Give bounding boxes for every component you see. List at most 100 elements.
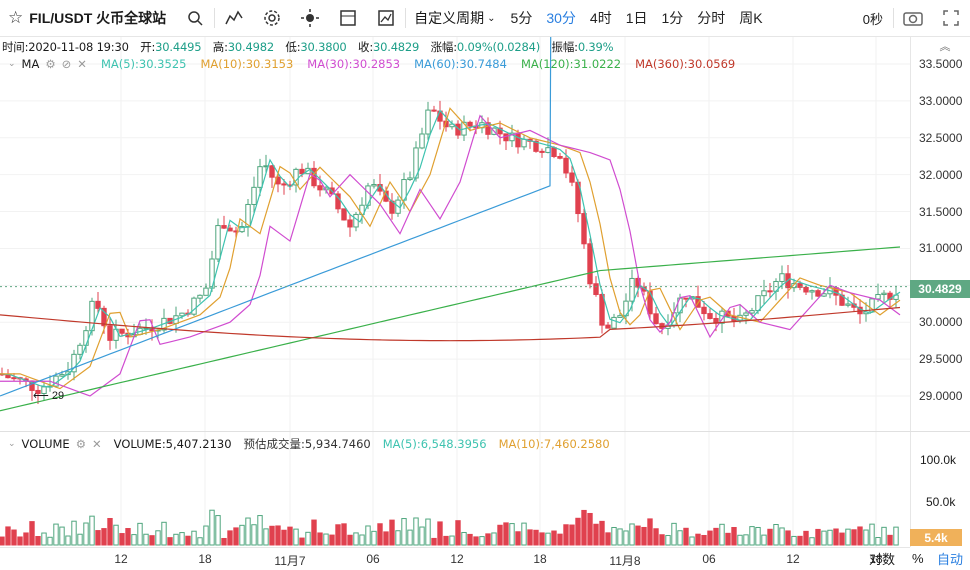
sun-icon xyxy=(301,9,320,27)
high-value: 30.4982 xyxy=(227,40,274,54)
volume-bar xyxy=(107,517,113,546)
ma-line xyxy=(0,306,901,342)
candle-body xyxy=(815,290,821,297)
close-icon[interactable]: ✕ xyxy=(77,57,87,71)
candle-body xyxy=(257,166,263,188)
volume-bar xyxy=(11,529,17,546)
time-tick: 11月7 xyxy=(274,554,306,568)
candle-body xyxy=(485,122,491,135)
volume-bar xyxy=(137,522,143,546)
candle-body xyxy=(281,183,287,186)
time-label: 时间: xyxy=(2,40,29,54)
volume-bar xyxy=(383,531,389,546)
search-button[interactable] xyxy=(176,0,214,36)
candle-body xyxy=(509,132,515,142)
ma-title: MA xyxy=(21,57,40,71)
volume-settings-icon[interactable]: ⚙ xyxy=(75,437,87,451)
volume-bar xyxy=(737,534,743,546)
candle-body xyxy=(317,185,323,191)
indicators-button[interactable] xyxy=(329,0,367,36)
collapse-icon[interactable]: ︽ xyxy=(939,41,951,53)
candle-body xyxy=(545,147,551,153)
timeframe-5[interactable]: 分时 xyxy=(697,10,726,26)
volume-title: VOLUME xyxy=(21,437,70,451)
percent-toggle[interactable]: % xyxy=(912,550,924,566)
compare-button[interactable] xyxy=(367,0,405,36)
high-label: 高: xyxy=(212,40,228,54)
collapse-legend-icon[interactable]: ⌄ xyxy=(8,59,16,69)
collapse-volume-icon[interactable]: ⌄ xyxy=(8,439,16,449)
volume-bar xyxy=(227,530,233,546)
candlestick-chart[interactable] xyxy=(0,37,910,547)
volume-bar xyxy=(365,525,371,546)
log-toggle[interactable]: 对数 xyxy=(869,551,896,567)
volume-legend: ⌄ VOLUME ⚙ ✕ VOLUME:5,407.2130 预估成交量:5,9… xyxy=(8,436,610,452)
star-icon[interactable]: ☆ xyxy=(8,8,24,27)
candle-body xyxy=(71,353,77,373)
volume-bar xyxy=(881,526,887,546)
candle-body xyxy=(269,165,275,178)
time-axis[interactable]: 12 18 11月7 06 12 18 11月8 06 12 18 xyxy=(0,547,910,570)
volume-bar xyxy=(647,518,653,546)
candle-body xyxy=(617,315,623,318)
volume-bar xyxy=(257,515,263,546)
theme-button[interactable] xyxy=(291,0,329,36)
timeframe-4[interactable]: 1分 xyxy=(661,10,684,26)
screenshot-button[interactable] xyxy=(894,0,932,36)
auto-scale-toggle[interactable]: 自动 xyxy=(937,551,964,567)
volume-bar xyxy=(29,521,35,546)
custom-period-dropdown[interactable]: 自定义周期 ⌄ xyxy=(406,0,503,36)
indicator-icon xyxy=(340,10,356,26)
volume-bar xyxy=(425,518,431,546)
volume-bar xyxy=(269,525,275,546)
price-tick: 31.5000 xyxy=(919,204,963,219)
ma-line xyxy=(0,114,901,397)
volume-bar xyxy=(71,520,77,546)
volume-ma10: MA(10):7,460.2580 xyxy=(498,437,610,451)
candle-body xyxy=(347,219,353,228)
hide-icon[interactable]: ⊘ xyxy=(61,57,72,71)
timeframe-2[interactable]: 4时 xyxy=(589,10,612,26)
volume-bar xyxy=(17,536,23,546)
pane-separator[interactable] xyxy=(0,431,970,432)
candle-body xyxy=(791,283,797,289)
volume-bar xyxy=(281,529,287,546)
volume-bar xyxy=(293,528,299,546)
fullscreen-button[interactable] xyxy=(932,0,970,36)
settings-button[interactable] xyxy=(253,0,291,36)
open-label: 开: xyxy=(140,40,156,54)
candle-body xyxy=(215,225,221,260)
time-tick: 18 xyxy=(198,552,212,566)
candle-body xyxy=(407,177,413,181)
timeframe-1[interactable]: 30分 xyxy=(546,10,576,26)
volume-bar xyxy=(41,532,47,546)
candle-body xyxy=(335,193,341,210)
ma-line xyxy=(0,107,901,390)
settings-icon[interactable]: ⚙ xyxy=(45,57,56,71)
symbol-selector[interactable]: ☆ FIL/USDT 火币全球站 xyxy=(0,0,176,36)
volume-bar xyxy=(503,522,509,546)
volume-bar xyxy=(767,528,773,546)
current-price-label: 30.4829 xyxy=(910,280,970,298)
candle-body xyxy=(875,294,881,300)
volume-bar xyxy=(341,523,347,546)
volume-bar xyxy=(635,525,641,546)
candle-body xyxy=(707,313,713,319)
chart-type-button[interactable] xyxy=(215,0,253,36)
timeframe-6[interactable]: 周K xyxy=(739,10,763,26)
candle-body xyxy=(755,295,761,312)
volume-close-icon[interactable]: ✕ xyxy=(92,437,102,451)
timeframe-0[interactable]: 5分 xyxy=(510,10,533,26)
volume-bar xyxy=(143,533,149,546)
volume-bar xyxy=(437,521,443,546)
volume-bar xyxy=(713,527,719,546)
volume-bar xyxy=(857,526,863,546)
candle-body xyxy=(767,290,773,293)
timeframe-3[interactable]: 1日 xyxy=(625,10,648,26)
candle-body xyxy=(521,138,527,148)
candle-body xyxy=(365,185,371,206)
volume-bar xyxy=(563,524,569,546)
volume-bar xyxy=(593,523,599,546)
low-label: 低: xyxy=(285,40,301,54)
volume-bar xyxy=(191,530,197,546)
